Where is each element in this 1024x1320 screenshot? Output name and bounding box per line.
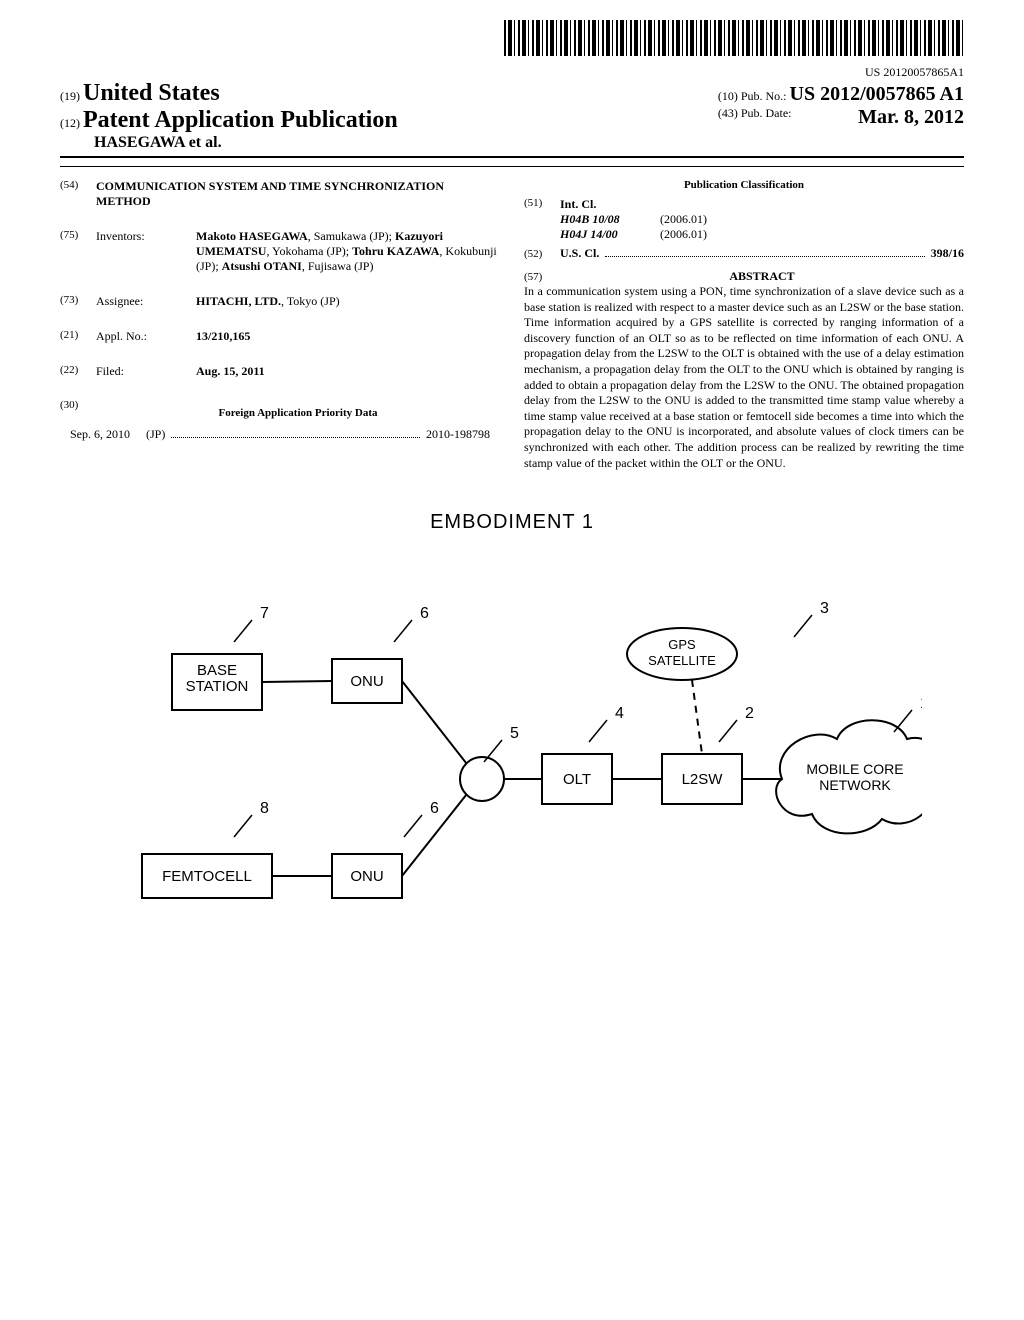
header-block: (19) United States (12) Patent Applicati… (60, 80, 964, 158)
foreign-section: (30) Foreign Application Priority Data S… (60, 399, 500, 442)
applno-row: (21) Appl. No.: 13/210,165 (60, 329, 500, 344)
body-columns: (54) COMMUNICATION SYSTEM AND TIME SYNCH… (60, 166, 964, 471)
pubdate-label: Pub. Date: (741, 106, 792, 120)
right-column: Publication Classification (51) Int. Cl.… (524, 179, 964, 471)
assignee-val: HITACHI, LTD., Tokyo (JP) (196, 294, 500, 309)
uscl-val: 398/16 (931, 246, 964, 261)
inventor-name: Atsushi OTANI (222, 259, 302, 273)
authors-line: HASEGAWA et al. (60, 134, 398, 152)
svg-text:2: 2 (745, 705, 754, 722)
foreign-date: Sep. 6, 2010 (70, 427, 130, 442)
svg-text:6: 6 (420, 605, 429, 622)
svg-text:5: 5 (510, 725, 519, 742)
foreign-title: Foreign Application Priority Data (96, 407, 500, 419)
country-prefix: (19) (60, 89, 80, 103)
uscl-num: (52) (524, 248, 560, 260)
svg-text:8: 8 (260, 800, 269, 817)
abstract-block: (57) ABSTRACT In a communication system … (524, 269, 964, 471)
svg-text:7: 7 (260, 605, 269, 622)
title-num: (54) (60, 179, 96, 209)
pubdate-prefix: (43) (718, 106, 738, 120)
pubdate-value: Mar. 8, 2012 (858, 106, 964, 129)
pubno-value: US 2012/0057865 A1 (790, 83, 964, 105)
inventor-loc: , Yokohama (JP); (266, 244, 352, 258)
applno-val: 13/210,165 (196, 329, 500, 344)
intcl-code: H04B 10/08 (560, 212, 660, 227)
inventor-name: Makoto HASEGAWA (196, 229, 308, 243)
abstract-label: ABSTRACT (560, 269, 964, 284)
uscl-label: U.S. Cl. (560, 246, 599, 261)
inventor-loc: , Fujisawa (JP) (302, 259, 374, 273)
svg-text:6: 6 (430, 800, 439, 817)
assignee-row: (73) Assignee: HITACHI, LTD., Tokyo (JP) (60, 294, 500, 309)
uscl-row: (52) U.S. Cl. 398/16 (524, 246, 964, 261)
assignee-bold: HITACHI, LTD. (196, 294, 281, 308)
svg-text:FEMTOCELL: FEMTOCELL (162, 868, 252, 885)
inventors-row: (75) Inventors: Makoto HASEGAWA, Samukaw… (60, 229, 500, 274)
intcl-code: H04J 14/00 (560, 227, 660, 242)
left-column: (54) COMMUNICATION SYSTEM AND TIME SYNCH… (60, 179, 500, 471)
inventor-name: Tohru KAZAWA (352, 244, 439, 258)
filed-val: Aug. 15, 2011 (196, 364, 500, 379)
foreign-num: (30) (60, 399, 96, 427)
invention-title: COMMUNICATION SYSTEM AND TIME SYNCHRONIZ… (96, 179, 500, 209)
svg-text:BASESTATION: BASESTATION (186, 662, 249, 695)
intcl-rows: H04B 10/08(2006.01)H04J 14/00(2006.01) (560, 212, 964, 242)
header-left: (19) United States (12) Patent Applicati… (60, 80, 398, 152)
pub-type: Patent Application Publication (83, 107, 398, 133)
barcode-region (60, 20, 964, 61)
pub-prefix: (12) (60, 116, 80, 130)
svg-text:ONU: ONU (350, 868, 383, 885)
intcl-ver: (2006.01) (660, 212, 707, 227)
svg-text:1: 1 (920, 695, 922, 712)
title-row: (54) COMMUNICATION SYSTEM AND TIME SYNCH… (60, 179, 500, 209)
header-right: (10) Pub. No.: US 2012/0057865 A1 (43) P… (718, 83, 964, 129)
assignee-num: (73) (60, 294, 96, 309)
svg-text:MOBILE CORENETWORK: MOBILE CORENETWORK (806, 761, 903, 793)
filed-row: (22) Filed: Aug. 15, 2011 (60, 364, 500, 379)
abstract-num: (57) (524, 271, 560, 283)
filed-label: Filed: (96, 364, 196, 379)
diagram-wrap: BASESTATION 7 ONU 6 FEMTOCELL 8 ONU 6 OLT 4 L2SW 2 5… (60, 554, 964, 944)
assignee-label: Assignee: (96, 294, 196, 309)
svg-text:ONU: ONU (350, 673, 383, 690)
filed-num: (22) (60, 364, 96, 379)
svg-text:OLT: OLT (563, 771, 591, 788)
svg-text:3: 3 (820, 600, 829, 617)
inventors-num: (75) (60, 229, 96, 274)
assignee-rest: , Tokyo (JP) (281, 294, 340, 308)
classification-title: Publication Classification (524, 179, 964, 191)
intcl-ver: (2006.01) (660, 227, 707, 242)
applno-label: Appl. No.: (96, 329, 196, 344)
intcl-row: H04B 10/08(2006.01) (560, 212, 964, 227)
inventors-label: Inventors: (96, 229, 196, 274)
embodiment-title: EMBODIMENT 1 (60, 511, 964, 534)
svg-text:4: 4 (615, 705, 624, 722)
intcl-row: H04J 14/00(2006.01) (560, 227, 964, 242)
applno-num: (21) (60, 329, 96, 344)
inventors-val: Makoto HASEGAWA, Samukawa (JP); Kazuyori… (196, 229, 500, 274)
uscl-dotted (605, 246, 924, 257)
intcl-label: Int. Cl. (560, 197, 596, 212)
dotted-fill (171, 427, 420, 438)
barcode-text: US 20120057865A1 (60, 65, 964, 80)
pubno-prefix: (10) (718, 89, 738, 103)
country-name: United States (83, 80, 220, 106)
svg-text:L2SW: L2SW (682, 771, 724, 788)
foreign-row: Sep. 6, 2010 (JP) 2010-198798 (60, 427, 500, 442)
foreign-app: 2010-198798 (426, 427, 490, 442)
network-diagram: BASESTATION 7 ONU 6 FEMTOCELL 8 ONU 6 OLT 4 L2SW 2 5… (102, 554, 922, 944)
pubno-label: Pub. No.: (741, 89, 787, 103)
intcl-num: (51) (524, 197, 560, 212)
barcode-graphic (504, 20, 964, 56)
abstract-text: In a communication system using a PON, t… (524, 284, 964, 471)
inventor-loc: , Samukawa (JP); (308, 229, 395, 243)
intcl-block: (51) Int. Cl. H04B 10/08(2006.01)H04J 14… (524, 197, 964, 242)
foreign-country: (JP) (146, 427, 165, 442)
